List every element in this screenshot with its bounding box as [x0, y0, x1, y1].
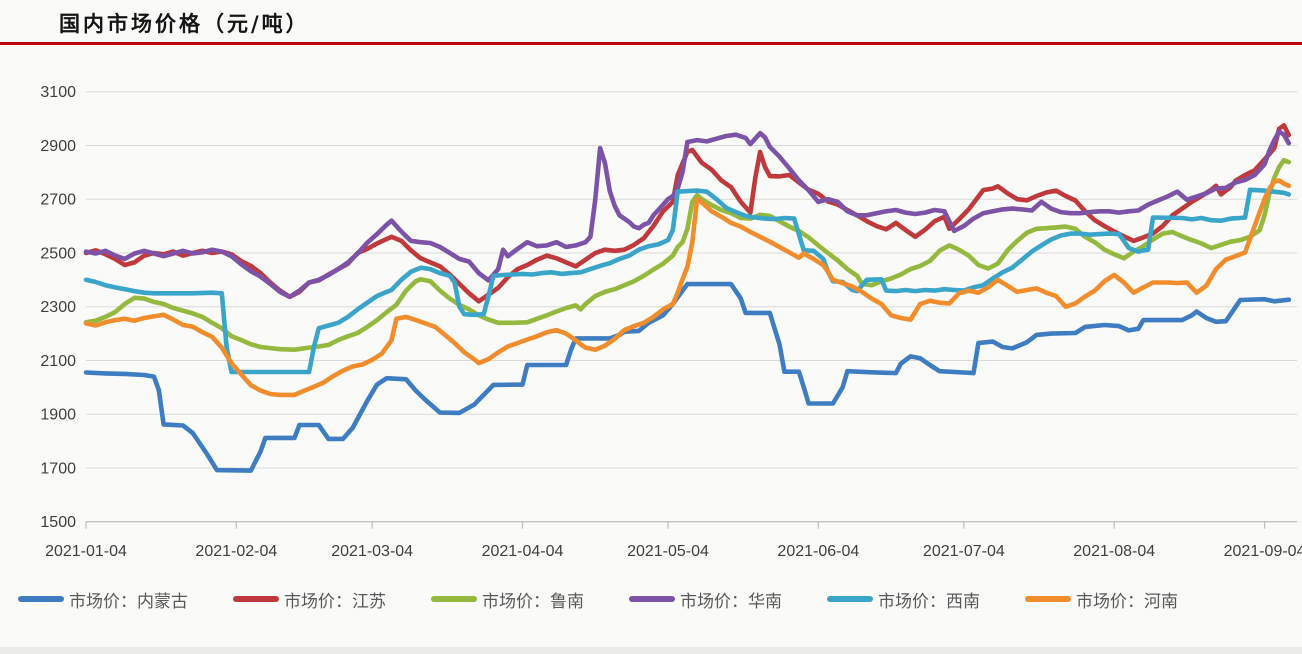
- chart-legend: 市场价：内蒙古 市场价：江苏 市场价：鲁南 市场价：华南 市场价：西南 市场价：河南: [18, 584, 1178, 614]
- x-axis-label: 2021-04-04: [482, 543, 564, 560]
- x-axis-label: 2021-05-04: [627, 543, 709, 560]
- legend-label: 市场价：江苏: [284, 591, 386, 611]
- legend-marker-henan: [1025, 596, 1071, 602]
- series-line-xinan: [83, 187, 1292, 375]
- legend-label: 市场价：鲁南: [482, 591, 584, 611]
- legend-marker-jiangsu: [233, 596, 279, 602]
- legend-marker-xinan: [827, 596, 873, 602]
- series-line-neimenggu: [83, 281, 1292, 473]
- y-axis-label: 3100: [40, 84, 76, 101]
- series-line-henan: [83, 178, 1292, 398]
- y-axis-label: 2900: [40, 138, 76, 155]
- x-axis-label: 2021-06-04: [777, 543, 859, 560]
- y-axis-label: 2700: [40, 192, 76, 209]
- legend-marker-huanan: [629, 596, 675, 602]
- y-axis-label: 2500: [40, 245, 76, 262]
- x-axis-label: 2021-01-04: [45, 543, 127, 560]
- x-axis-label: 2021-07-04: [923, 543, 1005, 560]
- legend-item-huanan: 市场价：华南: [629, 587, 782, 612]
- chart-title: 国内市场价格（元/吨）: [59, 11, 310, 36]
- title-divider: [0, 42, 1302, 45]
- legend-item-xinan: 市场价：西南: [827, 587, 980, 612]
- series-line-huanan: [83, 129, 1292, 300]
- legend-item-lunan: 市场价：鲁南: [431, 587, 584, 612]
- x-axis-label: 2021-02-04: [195, 543, 277, 560]
- legend-marker-lunan: [431, 596, 477, 602]
- legend-label: 市场价：华南: [680, 591, 782, 611]
- series-line-lunan: [83, 157, 1292, 353]
- legend-label: 市场价：西南: [878, 591, 980, 611]
- y-axis-label: 1700: [40, 460, 76, 477]
- legend-label: 市场价：河南: [1076, 591, 1178, 611]
- bottom-strip: [0, 647, 1302, 654]
- legend-item-jiangsu: 市场价：江苏: [233, 587, 386, 612]
- y-axis-label: 1500: [40, 514, 76, 531]
- legend-item-neimenggu: 市场价：内蒙古: [18, 587, 188, 612]
- legend-item-henan: 市场价：河南: [1025, 587, 1178, 612]
- y-axis-label: 2300: [40, 299, 76, 316]
- legend-marker-neimenggu: [18, 596, 64, 602]
- y-axis-label: 1900: [40, 407, 76, 424]
- x-axis-label: 2021-03-04: [331, 543, 413, 560]
- x-axis-label: 2021-09-04: [1224, 543, 1302, 560]
- x-axis-label: 2021-08-04: [1073, 543, 1155, 560]
- y-axis-label: 2100: [40, 353, 76, 370]
- legend-label: 市场价：内蒙古: [69, 591, 188, 611]
